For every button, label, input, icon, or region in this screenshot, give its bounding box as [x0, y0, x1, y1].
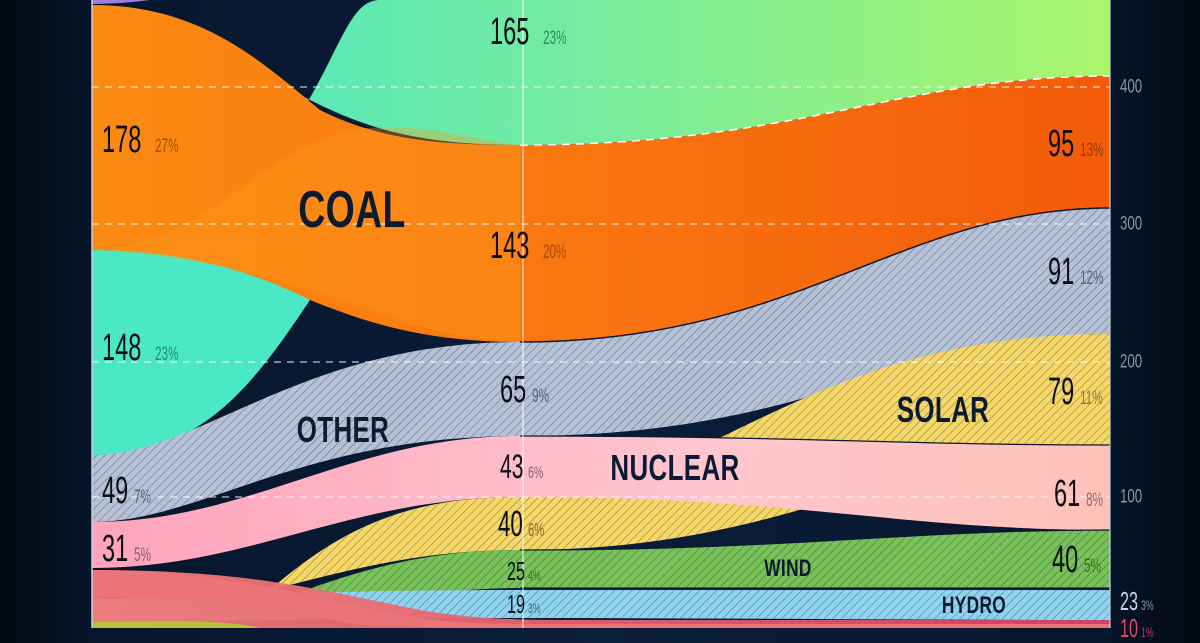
y-tick-100: 100	[1120, 486, 1143, 508]
series-label-hydro: HYDRO	[941, 592, 1007, 619]
stream-chart	[91, 0, 1111, 628]
band-bottom-sliver	[92, 621, 260, 628]
band-top-sliver	[92, 0, 150, 4]
mid-label-hydro: 19 3%	[507, 589, 541, 619]
band-gas	[92, 0, 1110, 250]
series-label-nuclear: NUCLEAR	[610, 447, 740, 488]
left-label-coal: 178 27%	[102, 119, 179, 161]
series-label-coal: COAL	[298, 181, 406, 239]
right-label-solar: 79 11%	[1048, 371, 1103, 413]
outside-label-oil: 10 1%	[1120, 613, 1154, 643]
y-tick-400: 400	[1120, 76, 1143, 98]
left-label-gas: 148 23%	[102, 327, 179, 369]
mid-label-nuclear: 43 6%	[500, 448, 544, 486]
band-coal-overlap	[92, 127, 520, 342]
y-tick-300: 300	[1120, 213, 1143, 235]
band-coal	[92, 5, 1110, 342]
band-gas-left	[92, 250, 310, 455]
mid-label-solar: 40 6%	[498, 503, 545, 544]
mid-label-other: 65 9%	[500, 369, 549, 411]
outside-label-hydro: 23 3%	[1120, 586, 1154, 616]
mid-label-gas: 165 23%	[490, 11, 567, 53]
band-oil-main	[92, 570, 1110, 628]
series-label-solar: SOLAR	[896, 389, 990, 430]
right-label-other: 91 12%	[1048, 251, 1104, 293]
right-label-coal: 95 13%	[1048, 123, 1104, 165]
left-label-other: 49 7%	[102, 470, 151, 512]
gridlines	[92, 86, 1110, 498]
y-tick-200: 200	[1120, 351, 1143, 373]
series-label-other: OTHER	[296, 409, 390, 450]
right-label-nuclear: 61 8%	[1054, 473, 1103, 515]
mid-label-coal: 143 20%	[490, 225, 567, 267]
mid-label-wind: 25 4%	[507, 556, 541, 586]
band-nuclear	[92, 436, 1110, 568]
left-label-nuclear: 31 5%	[102, 528, 151, 570]
series-label-wind: WIND	[764, 555, 812, 582]
right-label-wind: 40 5%	[1052, 539, 1101, 581]
